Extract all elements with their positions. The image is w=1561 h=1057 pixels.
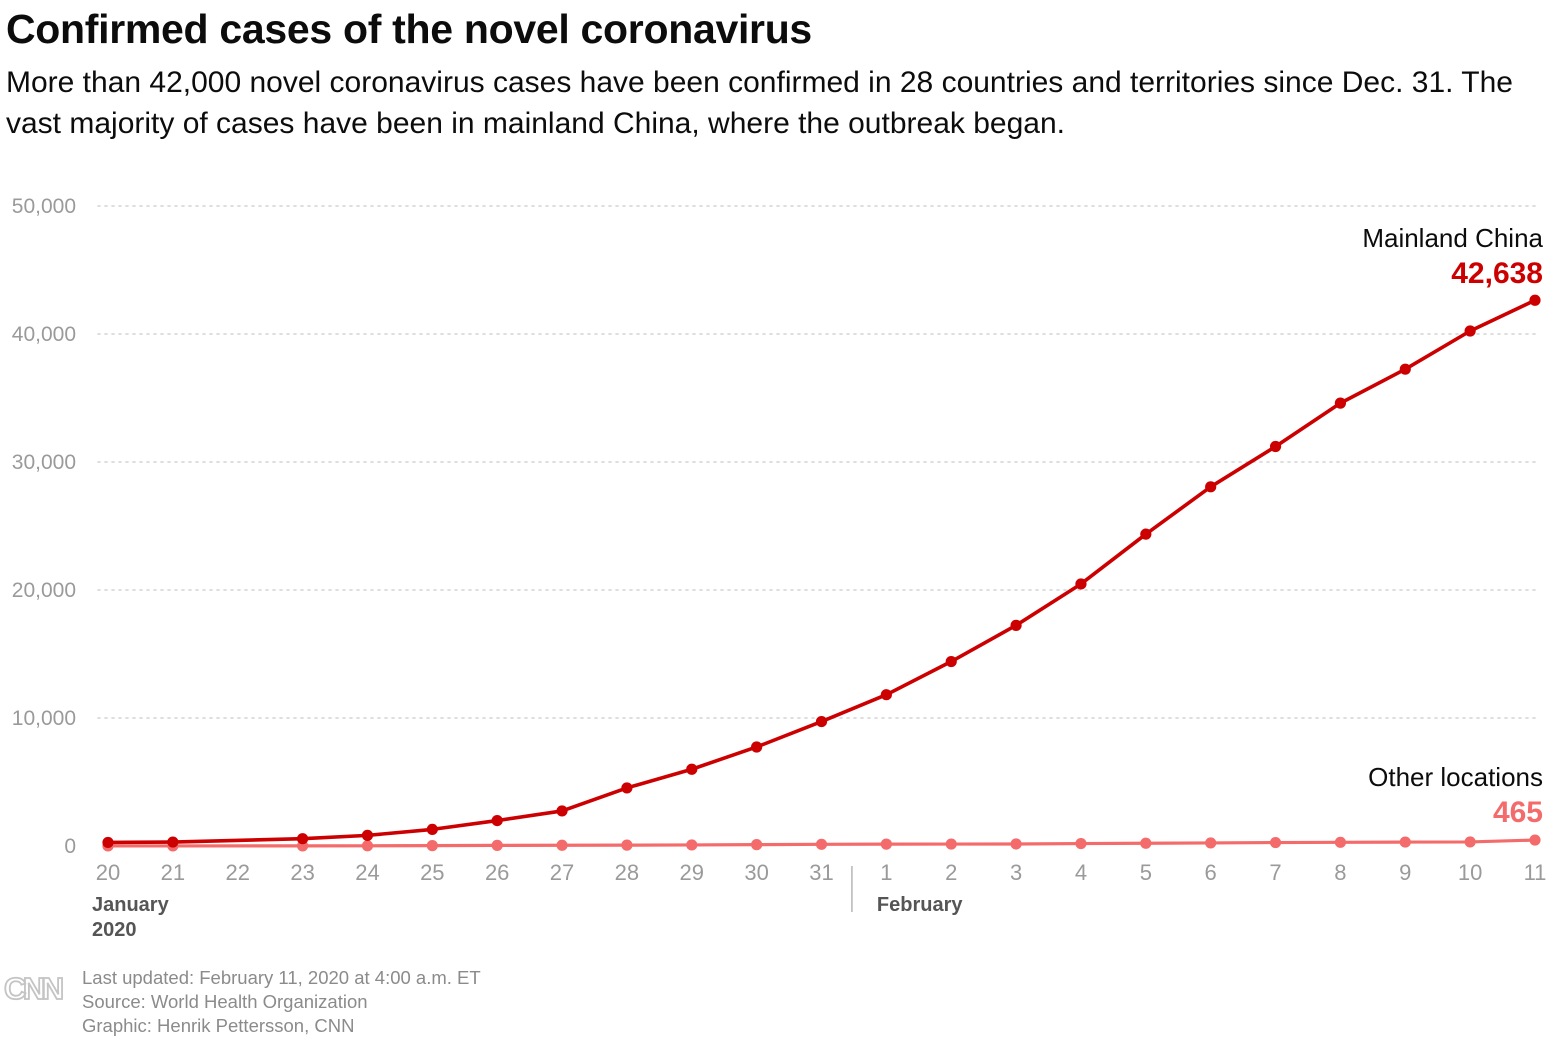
data-point — [751, 741, 763, 753]
y-tick-label: 0 — [64, 835, 76, 858]
x-tick-label: 25 — [420, 860, 444, 885]
x-tick-label: 27 — [550, 860, 574, 885]
footer-notes: Last updated: February 11, 2020 at 4:00 … — [82, 966, 481, 1038]
series-line — [106, 298, 1537, 845]
x-tick-label: 31 — [809, 860, 833, 885]
data-point — [945, 655, 957, 668]
data-point — [491, 814, 503, 827]
data-point — [1010, 838, 1022, 850]
data-point — [1464, 325, 1476, 337]
series-value-label: 42,638 — [1451, 257, 1543, 290]
x-tick-label: 11 — [1524, 860, 1547, 885]
series-other-locations — [102, 834, 1541, 852]
series-mainland-china — [102, 294, 1541, 849]
series-value-label: 465 — [1493, 796, 1543, 829]
data-point — [361, 829, 374, 841]
month-label: February — [877, 894, 963, 916]
x-tick-label: 29 — [680, 860, 704, 885]
data-point — [1529, 834, 1541, 846]
data-point — [296, 833, 309, 845]
credit-note: Graphic: Henrik Pettersson, CNN — [82, 1015, 355, 1036]
data-point — [621, 782, 633, 794]
x-tick-label: 21 — [161, 860, 185, 885]
data-point — [686, 763, 698, 775]
series-name-label: Mainland China — [1362, 223, 1543, 253]
x-tick-label: 5 — [1140, 860, 1152, 885]
data-point — [1464, 836, 1476, 848]
data-point — [751, 839, 763, 851]
source-note: Source: World Health Organization — [82, 991, 368, 1012]
x-tick-label: 3 — [1010, 860, 1022, 885]
data-point — [1205, 837, 1217, 849]
x-tick-label: 7 — [1269, 860, 1281, 885]
data-point — [1140, 528, 1152, 540]
data-point — [102, 836, 114, 849]
data-point — [880, 689, 892, 701]
x-tick-label: 2 — [945, 860, 957, 885]
data-point — [1140, 837, 1152, 849]
data-point — [815, 715, 828, 728]
x-tick-label: 26 — [485, 860, 509, 885]
x-tick-label: 1 — [880, 860, 892, 885]
data-point — [1269, 836, 1282, 849]
x-axis: 20 21 22 23 24 25 26 27 28 29 30 31 1 2 3 4 5 6 7 8 9 10 11Jan… — [92, 860, 1546, 941]
data-point — [945, 838, 957, 850]
year-label: 2020 — [92, 919, 137, 941]
data-point — [426, 840, 438, 852]
data-point — [167, 836, 179, 848]
cnn-logo: CNN — [4, 971, 64, 1005]
data-point — [1529, 294, 1541, 306]
data-point — [1334, 836, 1347, 848]
x-tick-label: 9 — [1399, 860, 1411, 885]
series-labels: Mainland China 42,638 Other locations 465 — [1362, 223, 1543, 829]
month-label: January — [92, 894, 170, 916]
x-tick-label: 10 — [1458, 860, 1482, 885]
x-tick-label: 20 — [96, 860, 120, 885]
x-tick-label: 23 — [290, 860, 314, 885]
data-point — [556, 839, 568, 851]
data-point — [1334, 397, 1347, 409]
data-point — [880, 838, 892, 850]
data-point — [1269, 440, 1282, 453]
chart-title: Confirmed cases of the novel coronavirus — [6, 6, 812, 52]
data-point — [361, 840, 374, 852]
x-tick-label: 24 — [355, 860, 379, 885]
data-point — [815, 838, 828, 850]
x-tick-label: 4 — [1075, 860, 1087, 885]
last-updated-note: Last updated: February 11, 2020 at 4:00 … — [82, 967, 481, 988]
chart-subtitle: More than 42,000 novel coronavirus cases… — [6, 66, 1513, 140]
data-point — [491, 839, 503, 851]
data-point — [1075, 837, 1087, 850]
x-tick-label: 6 — [1205, 860, 1217, 885]
y-tick-label: 50,000 — [12, 195, 76, 218]
svg-text:CNN: CNN — [4, 971, 63, 1005]
data-point — [426, 823, 438, 835]
data-point — [1205, 481, 1217, 493]
series-layer — [102, 294, 1541, 852]
y-axis: 0 10,000 20,000 30,000 40,000 50,000 — [12, 195, 76, 858]
y-tick-label: 10,000 — [12, 707, 76, 730]
gridlines — [97, 205, 1541, 719]
series-line — [106, 838, 1537, 848]
data-point — [1399, 363, 1411, 375]
data-point — [1399, 836, 1411, 848]
data-point — [1075, 578, 1087, 590]
y-tick-label: 20,000 — [12, 579, 76, 602]
data-point — [1010, 619, 1022, 631]
series-name-label: Other locations — [1368, 762, 1543, 792]
data-point — [621, 839, 633, 851]
data-point — [556, 805, 568, 817]
y-tick-label: 30,000 — [12, 451, 76, 474]
x-tick-label: 8 — [1334, 860, 1346, 885]
x-tick-label: 22 — [225, 860, 249, 885]
data-point — [686, 839, 698, 851]
y-tick-label: 40,000 — [12, 323, 76, 346]
x-tick-label: 30 — [744, 860, 768, 885]
x-tick-label: 28 — [615, 860, 639, 885]
